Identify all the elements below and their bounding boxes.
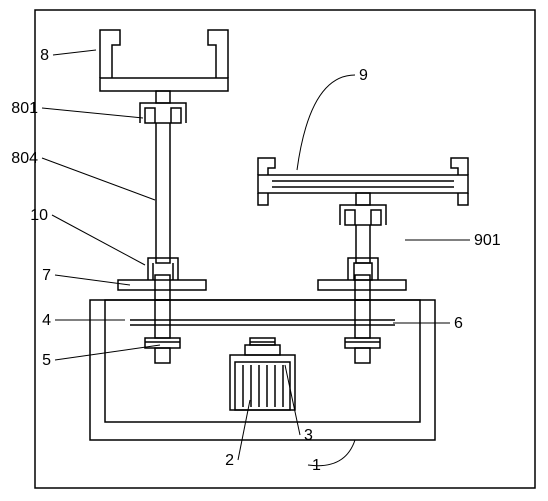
label-9: 9	[359, 67, 368, 84]
left-bracket	[140, 103, 186, 123]
label-5: 5	[42, 352, 51, 369]
left-disc	[118, 280, 206, 290]
label-leader-10	[52, 215, 145, 265]
label-8: 8	[40, 47, 49, 64]
label-leader-2	[238, 400, 250, 460]
right-bracket	[340, 205, 386, 225]
base-housing	[90, 300, 435, 440]
label-1: 1	[312, 457, 321, 474]
left-pulley	[145, 338, 180, 363]
label-leader-3	[285, 365, 300, 435]
right-shaft	[355, 275, 370, 338]
left-column	[156, 123, 170, 263]
label-901: 901	[474, 232, 501, 249]
label-10: 10	[30, 207, 48, 224]
right-socket	[348, 258, 378, 280]
label-4: 4	[42, 312, 51, 329]
outer-frame	[35, 10, 535, 488]
label-2: 2	[225, 452, 234, 469]
right-disc	[318, 280, 406, 290]
label-7: 7	[42, 267, 51, 284]
left-fork	[100, 30, 228, 103]
label-801: 801	[11, 100, 38, 117]
right-platform	[258, 158, 468, 205]
label-3: 3	[304, 427, 313, 444]
left-shaft	[155, 275, 170, 338]
right-pulley	[345, 338, 380, 363]
technical-diagram: 8 801 804 9 10 7 4 901 5 6 1 2 3	[0, 0, 548, 501]
label-804: 804	[11, 150, 38, 167]
label-leader-804	[42, 158, 155, 200]
left-socket	[148, 258, 178, 280]
label-6: 6	[454, 315, 463, 332]
label-leader-9	[297, 75, 355, 170]
label-leader-8	[53, 50, 96, 55]
label-leader-5	[55, 345, 160, 360]
label-leader-801	[42, 108, 143, 118]
motor-assembly	[230, 338, 295, 410]
